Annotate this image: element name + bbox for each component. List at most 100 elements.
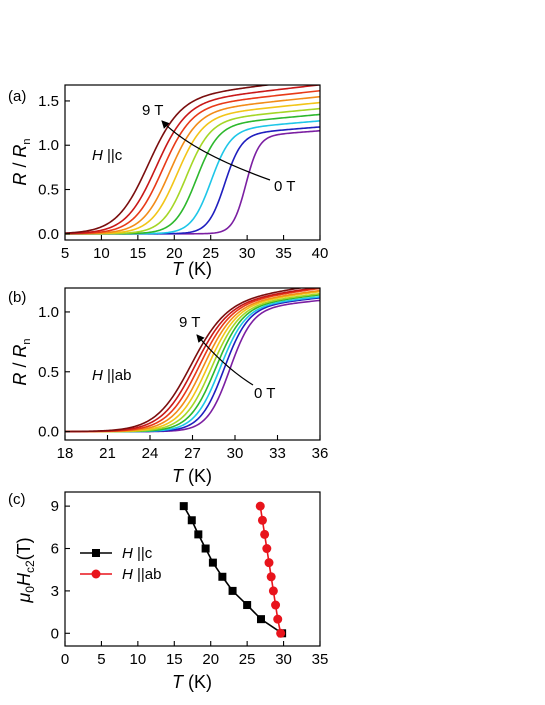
panel-c-xtick-label: 15 [166, 651, 183, 668]
panel-a-x-ticks: 5 10 15 20 25 30 35 40 [61, 235, 329, 262]
panel-c-x-ticks: 0 5 10 15 20 25 30 35 [61, 641, 329, 668]
panel-c-ytick-label: 9 [51, 498, 59, 515]
panel-a-xtick-label: 25 [202, 245, 219, 262]
panel-a-curve-7t [65, 89, 320, 235]
panel-b-xtick-label: 33 [269, 445, 286, 462]
hc2-point-h-ab [268, 586, 278, 596]
panel-b-x-ticks: 18 21 24 27 30 33 36 [57, 435, 329, 462]
hc2-point-h-c [218, 572, 227, 581]
panel-a-ytick-label: 1.0 [38, 137, 59, 154]
hc2-point-h-c [194, 530, 203, 539]
hc2-point-h-c [228, 586, 237, 595]
panel-b-xtick-label: 27 [184, 445, 201, 462]
panel-a-ytick-label: 0.0 [38, 226, 59, 243]
hc2-point-h-ab [266, 572, 276, 582]
hc2-point-h-ab [262, 544, 272, 554]
panel-a-xtick-label: 10 [93, 245, 110, 262]
panel-b: (b) 18 21 24 27 30 33 36 0.0 0.5 1.0 T (K) R / R… [8, 287, 329, 486]
legend-label-h-ab: H ||ab [122, 566, 162, 583]
panel-a-xtick-label: 40 [312, 245, 329, 262]
panel-a-xtick-label: 30 [239, 245, 256, 262]
panel-b-xtick-label: 36 [312, 445, 329, 462]
panel-a-xtick-label: 20 [166, 245, 183, 262]
panel-a-arrow-top-label: 9 T [142, 102, 163, 119]
panel-a-xtick-label: 35 [275, 245, 292, 262]
panel-a-frame [64, 84, 321, 241]
panel-b-xtick-label: 24 [142, 445, 159, 462]
hc2-point-h-c [179, 502, 188, 511]
panel-b-ytick-label: 1.0 [38, 304, 59, 321]
panel-a-ytick-label: 0.5 [38, 182, 59, 199]
hc2-line-h-ab [259, 506, 282, 634]
panel-b-xlabel: T (K) [172, 466, 212, 486]
panel-a-field-arrow [161, 120, 271, 181]
panel-b-xtick-label: 30 [227, 445, 244, 462]
panel-a-curves [65, 85, 320, 235]
panel-b-curve-9t [65, 288, 306, 433]
panel-a-curve-3t [65, 113, 320, 235]
panel-b-y-ticks: 0.0 0.5 1.0 [38, 304, 70, 441]
panel-a-curve-5t [65, 101, 320, 235]
panel-c-xtick-label: 20 [202, 651, 219, 668]
hc2-line-h-c [183, 505, 283, 634]
panel-b-frame [64, 287, 321, 441]
panel-a: (a) 5 10 15 20 25 30 35 40 0.0 0.5 1.0 1.5 T (K) R… [8, 84, 329, 279]
hc2-point-h-ab [271, 600, 281, 610]
panel-c-ytick-label: 6 [51, 541, 59, 558]
panel-c-legend: H ||c H ||ab [80, 545, 162, 583]
panel-b-field-arrow [196, 334, 254, 386]
panel-a-curve-8t [65, 85, 320, 235]
panel-c-xtick-label: 35 [312, 651, 329, 668]
panel-b-curve-7t [65, 288, 320, 433]
hc2-point-h-c [201, 544, 210, 553]
panel-c-ylabel: μ0Hc2(T) [14, 537, 37, 603]
panel-c-y-ticks: 0 3 6 9 [51, 498, 70, 642]
panel-b-arrow-bottom-label: 0 T [254, 385, 275, 402]
panel-b-field-label: H ||ab [92, 367, 132, 384]
hc2-point-h-ab [276, 628, 286, 638]
panel-a-arrow-bottom-label: 0 T [274, 178, 295, 195]
panel-b-xtick-label: 21 [99, 445, 116, 462]
panel-a-ylabel: R / Rn [10, 138, 33, 185]
hc2-point-h-c [187, 516, 196, 525]
hc2-point-h-c [243, 601, 252, 610]
panel-b-curves [65, 288, 320, 433]
panel-a-ytick-label: 1.5 [38, 93, 59, 110]
panel-c: (c) 0 5 10 15 20 25 30 35 0 3 6 9 T (K) μ0Hc2(T) H… [8, 491, 328, 692]
panel-c-xtick-label: 25 [239, 651, 256, 668]
panel-a-y-ticks: 0.0 0.5 1.0 1.5 [38, 93, 70, 243]
panel-c-xtick-label: 0 [61, 651, 69, 668]
panel-b-curve-8t [65, 288, 320, 433]
panel-c-xtick-label: 10 [130, 651, 147, 668]
panel-b-label: (b) [8, 289, 26, 306]
hc2-point-h-c [256, 615, 265, 624]
panel-a-xtick-label: 15 [130, 245, 147, 262]
panel-b-ylabel: R / Rn [10, 338, 33, 385]
hc2-point-h-ab [257, 515, 267, 525]
panel-c-xtick-label: 5 [97, 651, 105, 668]
legend-marker-h-ab [91, 569, 101, 579]
panel-b-ytick-label: 0.0 [38, 424, 59, 441]
panel-a-field-label: H ||c [92, 147, 123, 164]
legend-label-h-c: H ||c [122, 545, 153, 562]
panel-c-ytick-label: 0 [51, 625, 59, 642]
panel-b-arrow-top-label: 9 T [179, 314, 200, 331]
panel-c-series [179, 501, 287, 638]
panel-a-curve-4t [65, 107, 320, 235]
legend-marker-h-c [92, 549, 100, 557]
panel-b-xtick-label: 18 [57, 445, 74, 462]
hc2-point-h-c [208, 558, 217, 567]
panel-a-label: (a) [8, 88, 26, 105]
panel-b-ytick-label: 0.5 [38, 364, 59, 381]
hc2-point-h-ab [255, 501, 265, 511]
panel-a-curve-9t [65, 85, 274, 234]
panel-c-ytick-label: 3 [51, 583, 59, 600]
panel-c-xtick-label: 30 [275, 651, 292, 668]
hc2-point-h-ab [260, 529, 270, 539]
hc2-point-h-ab [264, 558, 274, 568]
panel-c-label: (c) [8, 491, 26, 508]
panel-a-curve-6t [65, 95, 320, 235]
panel-a-xtick-label: 5 [61, 245, 69, 262]
panel-c-frame [64, 491, 321, 647]
